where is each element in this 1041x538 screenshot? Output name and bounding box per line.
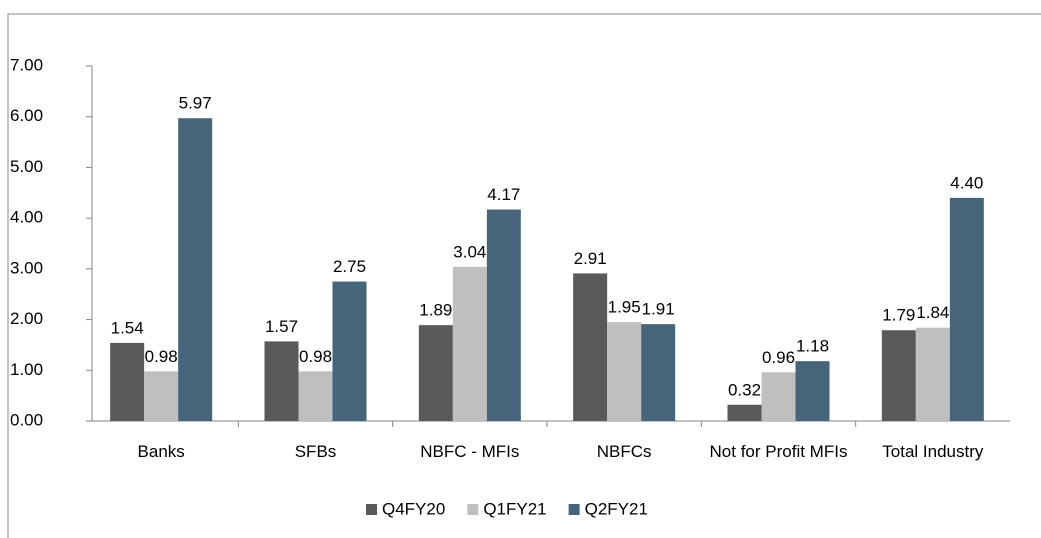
bar (110, 342, 145, 421)
legend-swatch (467, 504, 479, 515)
bar (298, 371, 333, 421)
y-tick-label: 6.00 (10, 106, 43, 125)
legend-swatch (366, 504, 377, 515)
data-label: 3.04 (453, 242, 486, 261)
data-label: 1.79 (882, 306, 915, 325)
y-tick-label: 0.00 (10, 410, 43, 429)
x-tick-label: SFBs (294, 442, 337, 461)
y-tick-label: 7.00 (10, 55, 43, 74)
data-label: 4.40 (950, 173, 983, 192)
bar (418, 325, 453, 421)
bar (144, 371, 179, 421)
bar (452, 266, 487, 421)
bar (486, 209, 521, 421)
legend-swatch (568, 504, 580, 515)
y-tick-label: 5.00 (10, 157, 43, 176)
x-tick-label: Not for Profit MFIs (709, 442, 848, 461)
y-tick-label: 1.00 (10, 360, 43, 379)
y-tick-label: 3.00 (10, 258, 43, 277)
data-label: 1.84 (916, 303, 949, 322)
y-tick-label: 2.00 (10, 309, 43, 328)
bar (607, 322, 642, 421)
x-tick-label: Total Industry (882, 442, 984, 461)
bar (881, 330, 916, 421)
legend-label: Q2FY21 (585, 499, 648, 518)
bar (727, 404, 762, 421)
data-label: 1.57 (265, 317, 298, 336)
data-label: 1.89 (419, 301, 452, 320)
chart-border (7, 13, 1041, 538)
data-label: 0.96 (762, 348, 795, 367)
bar (178, 118, 213, 421)
y-tick-label: 4.00 (10, 208, 43, 227)
legend-label: Q4FY20 (382, 499, 445, 518)
bar (264, 341, 299, 421)
bar (795, 361, 830, 421)
legend-label: Q1FY21 (483, 499, 546, 518)
x-tick-label: NBFC - MFIs (420, 442, 520, 461)
bar (641, 324, 676, 421)
data-label: 0.32 (728, 380, 761, 399)
x-tick-label: Banks (137, 442, 185, 461)
data-label: 0.98 (145, 347, 178, 366)
bar (949, 197, 984, 421)
data-label: 4.17 (487, 185, 520, 204)
bar (332, 281, 367, 421)
data-label: 1.18 (796, 337, 829, 356)
data-label: 2.75 (333, 257, 366, 276)
data-label: 1.54 (111, 318, 144, 337)
data-label: 5.97 (179, 94, 212, 113)
bar (915, 327, 950, 421)
data-label: 2.91 (574, 249, 607, 268)
bar (573, 273, 608, 421)
bar (761, 372, 796, 421)
x-tick-label: NBFCs (596, 442, 652, 461)
data-label: 1.95 (608, 298, 641, 317)
data-label: 0.98 (299, 347, 332, 366)
data-label: 1.91 (642, 300, 675, 319)
